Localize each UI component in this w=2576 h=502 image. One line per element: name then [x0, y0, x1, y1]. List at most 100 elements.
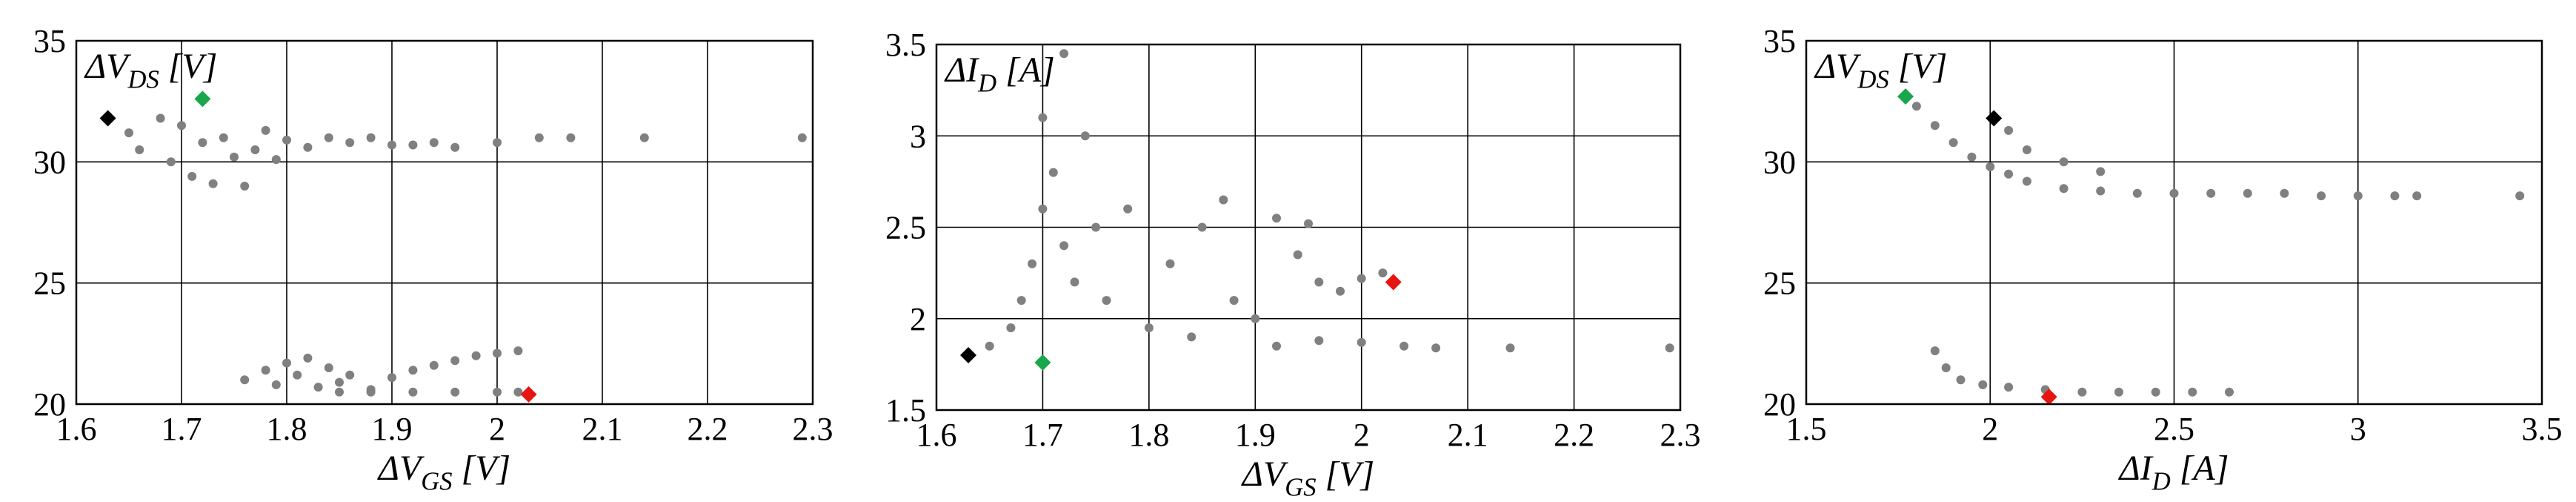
scatter-point	[2059, 157, 2069, 167]
scatter-point	[1948, 138, 1958, 148]
scatter-point	[1336, 286, 1345, 296]
scatter-point	[2412, 191, 2422, 201]
scatter-point	[303, 353, 313, 363]
scatter-point	[1378, 268, 1388, 278]
chart-2: 1.6 1.7 1.8 1.9 2 2.1 2.2 2.3 1.5 2 2.5 3 3.5 ΔID [A]…	[885, 27, 1701, 501]
scatter-point	[513, 387, 523, 397]
scatter-point	[2243, 188, 2252, 198]
y-tick-label: 20	[33, 386, 66, 423]
scatter-point	[303, 142, 313, 152]
x-tick-label: 2.3	[1660, 417, 1701, 453]
plot-frame	[1805, 39, 2543, 406]
scatter-point	[2225, 387, 2234, 397]
scatter-point	[1091, 222, 1101, 232]
scatter-point	[198, 138, 207, 148]
scatter-point	[282, 135, 291, 145]
y-tick-label: 25	[33, 265, 66, 302]
scatter-point	[2077, 387, 2087, 397]
y-tick-label: 2.5	[885, 210, 926, 246]
scatter-point	[1144, 323, 1154, 333]
x-tick-label: 1.7	[1022, 417, 1063, 453]
x-tick-label: 2.3	[793, 411, 833, 447]
plot-frame	[935, 43, 1682, 412]
scatter-point	[387, 140, 396, 150]
scatter-point	[1314, 336, 1324, 346]
scatter-point	[240, 375, 250, 385]
scatter-point	[1123, 204, 1133, 214]
x-tick-label: 1.9	[372, 411, 413, 447]
scatter-point	[1251, 314, 1260, 323]
x-axis-label: ΔID [A]	[2118, 449, 2229, 495]
x-axis-label: ΔVGS [V]	[377, 449, 510, 495]
highlight-marker	[2040, 389, 2057, 406]
scatter-point	[335, 377, 344, 387]
scatter-point	[1048, 168, 1058, 177]
x-axis-label: ΔVGS [V]	[1241, 455, 1374, 501]
scatter-point	[493, 138, 502, 148]
scatter-point	[985, 341, 994, 351]
scatter-point	[1930, 121, 1940, 131]
scatter-point	[429, 138, 439, 148]
y-tick-label: 2	[910, 301, 926, 337]
scatter-point	[450, 356, 460, 366]
y-axis-label: ΔID [A]	[944, 50, 1055, 97]
chart-1: 1.6 1.7 1.8 1.9 2 2.1 2.2 2.3 20 25 30 35 ΔVDS [V] ΔV…	[33, 23, 833, 495]
scatter-point	[2353, 191, 2363, 201]
scatter-point	[2515, 191, 2525, 201]
scatter-point	[124, 128, 133, 138]
scatter-point	[1400, 341, 1409, 351]
scatter-point	[156, 113, 165, 123]
scatter-point	[1941, 363, 1951, 372]
scatter-point	[293, 370, 302, 380]
x-tick-label: 3	[2350, 411, 2366, 447]
scatter-point	[1102, 296, 1111, 306]
scatter-point	[208, 179, 218, 188]
highlight-marker	[960, 347, 977, 364]
x-tick-label: 1.6	[916, 417, 957, 453]
scatter-point	[387, 373, 396, 383]
scatter-point	[2059, 184, 2069, 194]
scatter-point	[1059, 49, 1069, 59]
scatter-point	[1059, 241, 1069, 251]
x-tick-label: 1.8	[267, 411, 307, 447]
scatter-point	[450, 387, 460, 397]
highlight-marker	[1034, 354, 1051, 371]
scatter-point	[2169, 188, 2179, 198]
scatter-point	[250, 145, 260, 154]
scatter-point	[2096, 186, 2106, 196]
scatter-point	[366, 387, 376, 397]
scatter-point	[1272, 341, 1281, 351]
scatter-point	[166, 157, 176, 167]
scatter-point	[177, 121, 186, 131]
scatter-point	[261, 125, 270, 135]
scatter-point	[271, 155, 281, 165]
x-tick-label: 2.2	[688, 411, 728, 447]
x-tick-label: 2.1	[1448, 417, 1488, 453]
scatter-point	[345, 370, 355, 380]
highlight-marker	[520, 386, 537, 403]
scatter-point	[1967, 152, 1977, 162]
x-tick-label: 1.7	[162, 411, 202, 447]
scatter-point	[1293, 250, 1302, 260]
scatter-point	[2151, 387, 2160, 397]
y-tick-label: 3	[910, 118, 926, 154]
x-tick-label: 2	[1982, 411, 1998, 447]
y-tick-label: 35	[33, 23, 66, 59]
scatter-point	[429, 360, 439, 370]
scatter-point	[1911, 102, 1921, 111]
scatter-point	[1357, 337, 1366, 347]
y-tick-label: 30	[1763, 144, 1796, 180]
y-tick-label: 30	[33, 144, 66, 180]
scatter-point	[1930, 346, 1940, 356]
scatter-point	[1665, 343, 1674, 353]
scatter-point	[1505, 343, 1515, 353]
scatter-point	[230, 152, 239, 162]
y-axis-label: ΔVDS [V]	[1814, 47, 1947, 93]
scatter-point	[1028, 259, 1037, 268]
scatter-point	[408, 140, 418, 150]
scatter-point	[1187, 332, 1197, 342]
x-tick-label: 1.6	[56, 411, 97, 447]
scatter-point	[1080, 131, 1090, 141]
scatter-point	[345, 138, 355, 148]
